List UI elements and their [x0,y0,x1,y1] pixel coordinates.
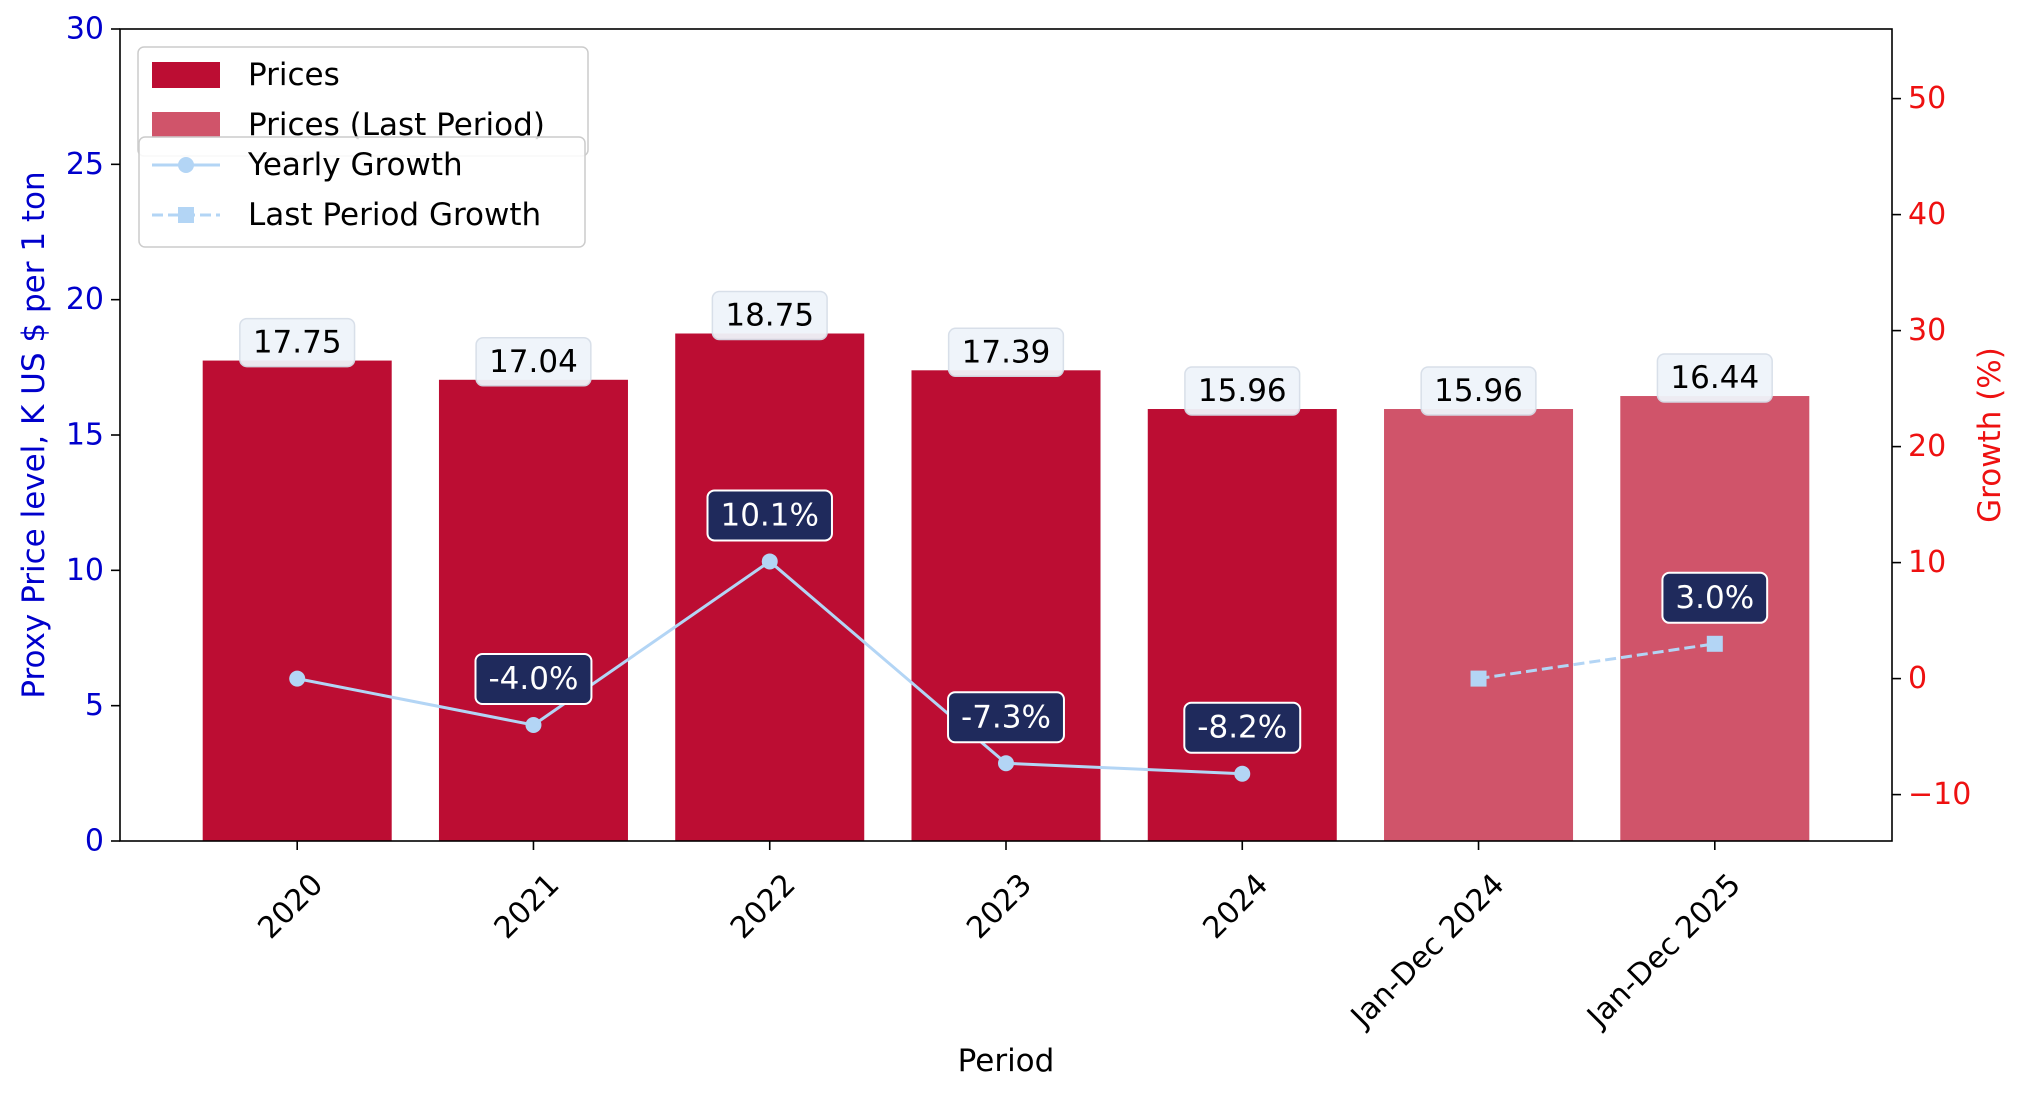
bar-value-label: 17.04 [489,344,578,380]
right-y-tick-label: 20 [1908,429,1946,464]
growth-label-box [1183,701,1302,754]
bar-value-label-box [475,337,592,387]
right-y-tick-label: 0 [1908,661,1927,696]
x-tick-label: 2021 [488,867,567,946]
bar-value-label: 18.75 [725,298,814,334]
bar-value-label: 16.44 [1670,360,1759,396]
bar-value-label-box [1656,353,1773,403]
bar-value-label: 17.75 [253,325,342,361]
right-y-tick-label: 50 [1908,81,1946,116]
x-tick-label: 2024 [1196,867,1275,946]
legend-swatch [152,112,220,138]
bar-prices [675,333,865,841]
bar-value-label-box [1184,366,1301,416]
left-y-tick-label: 20 [66,282,104,317]
left-y-axis-title: Proxy Price level, K US $ per 1 ton [16,171,52,698]
yearly-growth-marker [761,553,778,570]
growth-label-box [947,691,1065,744]
yearly-growth-marker [998,755,1014,772]
x-axis-title: Period [958,1043,1055,1079]
growth-label: 10.1% [720,497,818,533]
x-tick-label: Jan-Dec 2024 [1343,867,1511,1035]
right-y-tick-label: −10 [1908,777,1971,812]
growth-lines-group [289,553,1723,782]
yearly-growth-marker [289,670,306,687]
legend-marker [178,157,194,173]
x-tick-label: 2020 [251,867,330,946]
growth-label: 3.0% [1675,580,1754,616]
last-period-growth-marker [1470,670,1487,687]
left-y-tick-label: 30 [66,12,104,47]
bar-value-label-box [947,327,1065,378]
left-y-tick-label: 5 [85,688,104,723]
yearly-growth-marker [1234,765,1251,782]
bar-prices-last-period [1384,409,1574,841]
legend-label: Yearly Growth [247,147,463,183]
yearly-growth-marker [525,717,542,733]
bar-value-label-box [1420,366,1537,416]
legend-marker [178,207,194,223]
bar-prices [202,360,392,841]
lines-legend-box [138,136,586,248]
legend-label: Last Period Growth [248,197,541,233]
bar-value-label: 15.96 [1198,373,1287,409]
left-y-tick-label: 10 [66,553,104,588]
right-y-tick-label: 40 [1908,197,1946,232]
growth-label-box [474,653,593,705]
right-y-tick-label: 30 [1908,313,1946,348]
x-tick-label: 2023 [960,867,1039,946]
growth-label: -4.0% [488,661,578,697]
left-y-tick-label: 0 [85,824,104,859]
last-period-growth-marker [1706,635,1723,652]
x-tick-label: 2022 [724,867,803,946]
x-tick-label: Jan-Dec 2025 [1579,867,1747,1035]
legend-swatch [152,62,220,88]
right-y-tick-label: 10 [1908,545,1946,580]
bar-value-label-box [239,317,356,368]
growth-label: -8.2% [1197,710,1287,746]
left-y-tick-label: 15 [66,418,104,453]
bar-value-label-box [711,290,828,341]
last-period-growth-line [1478,642,1716,681]
legend-label: Prices [248,57,340,93]
growth-label: -7.3% [961,699,1051,735]
bar-value-label: 17.39 [962,334,1051,370]
left-y-tick-label: 25 [66,147,104,182]
growth-label-box [706,489,833,542]
bar-value-label: 15.96 [1434,373,1523,409]
growth-label-box [1661,571,1769,624]
data-labels-group: 17.75 17.04 18.75 17.39 15.96 15.96 16.44 -4.0%… [239,290,1773,754]
bar-prices [438,379,628,841]
right-y-axis-title: Growth (%) [1972,347,2008,523]
